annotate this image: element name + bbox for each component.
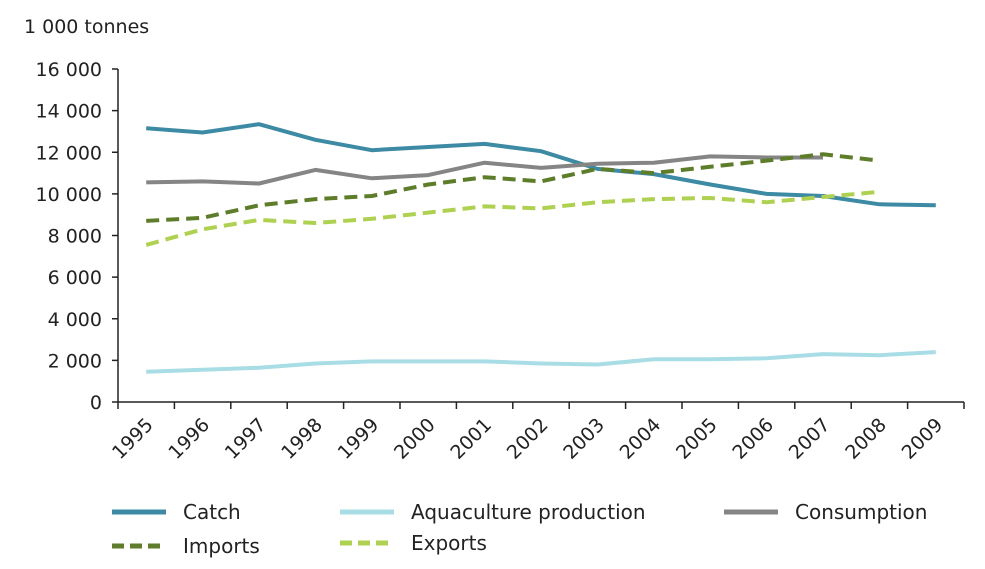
- y-axis: 0 2 000 4 000 6 000 8 000 10 000 12 000 14 000 1…: [36, 59, 119, 414]
- x-tick-label: 1996: [164, 414, 214, 464]
- series-line-imports: [146, 152, 880, 223]
- x-tick-label: 2007: [785, 414, 835, 464]
- x-tick-label: 1999: [334, 414, 384, 464]
- series-line-exports: [145, 189, 880, 247]
- legend-label-imports: Imports: [183, 534, 260, 558]
- y-tick-label: 6 000: [48, 267, 102, 289]
- series-line-aquaculture-production: [146, 350, 936, 374]
- y-tick-label: 2 000: [48, 350, 102, 372]
- y-tick-label: 8 000: [48, 226, 102, 248]
- x-tick-label: 2009: [898, 414, 948, 464]
- legend-label-exports: Exports: [411, 531, 487, 555]
- x-tick-label: 2008: [841, 414, 891, 464]
- y-tick-label: 0: [90, 392, 102, 414]
- y-tick-label: 14 000: [36, 101, 102, 123]
- x-axis: 1995 1996 1997 1998 1999 2000 2001 2002 2003 2004…: [108, 401, 965, 464]
- x-tick-label: 1998: [277, 414, 327, 464]
- x-tick-label: 2004: [616, 414, 666, 464]
- x-tick-label: 2006: [728, 414, 778, 464]
- legend-label-aquaculture-production: Aquaculture production: [411, 500, 646, 524]
- series-line-consumption: [146, 154, 823, 186]
- x-tick-label: 2005: [672, 414, 722, 464]
- y-tick-label: 16 000: [36, 59, 102, 81]
- y-tick-label: 4 000: [48, 309, 102, 331]
- x-tick-label: 1995: [108, 414, 158, 464]
- y-tick-label: 10 000: [36, 184, 102, 206]
- series-layer: [145, 122, 936, 374]
- series-line-catch: [146, 122, 936, 208]
- x-tick-label: 1997: [221, 414, 271, 464]
- legend: Catch Aquaculture production Consumption Im…: [112, 500, 927, 558]
- legend-label-consumption: Consumption: [795, 500, 927, 524]
- y-unit-label: 1 000 tonnes: [24, 16, 149, 38]
- x-tick-label: 2002: [503, 414, 553, 464]
- y-tick-label: 12 000: [36, 142, 102, 164]
- x-tick-label: 2003: [559, 414, 609, 464]
- x-tick-label: 2001: [446, 414, 496, 464]
- x-tick-label: 2000: [390, 414, 440, 464]
- legend-label-catch: Catch: [183, 500, 241, 524]
